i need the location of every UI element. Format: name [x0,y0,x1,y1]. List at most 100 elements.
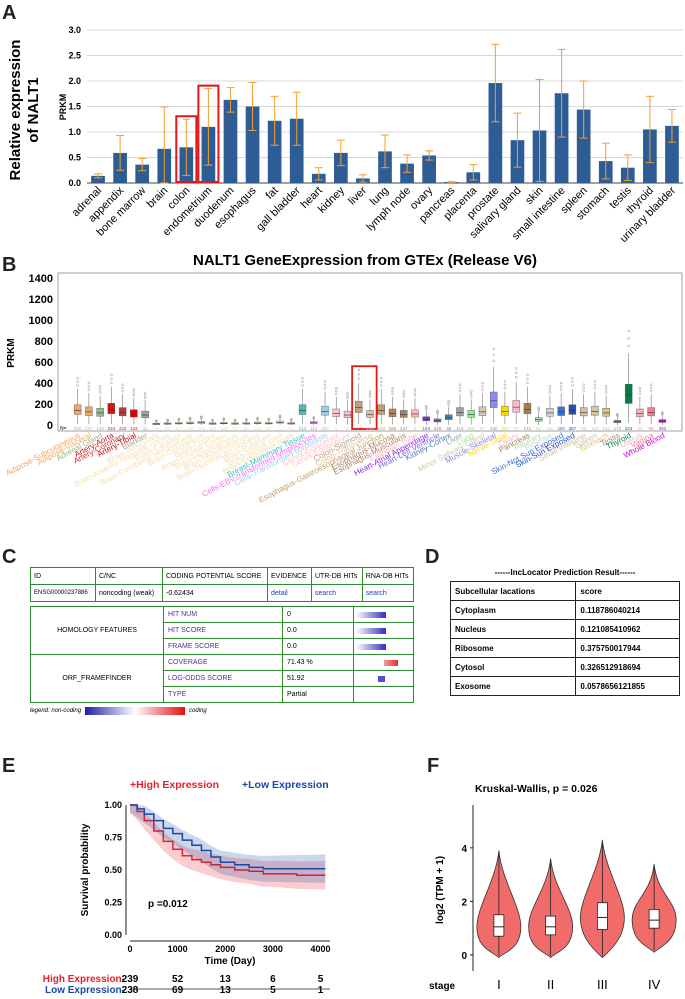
hdr-id: ID [30,567,96,585]
n-count: 300 [467,426,475,431]
box [546,408,554,417]
y-tick-label: 2 [461,897,467,908]
outlier-point [391,392,394,396]
lnc-score: 0.375750017944 [575,638,680,658]
lnc-loc: Cytosol [449,657,577,677]
x-axis-label: Time (Day) [205,956,256,967]
n-count: 114 [209,426,217,431]
panel-label-a: A [2,2,16,24]
outlier-point [424,404,428,408]
outlier-point [98,388,102,391]
y-tick-label: 0.75 [104,833,122,843]
n-count: 106 [546,426,554,431]
outlier-point [436,409,439,413]
lnc-col1: Subcellular lacations [449,581,577,601]
outlier-point [346,394,349,397]
outlier-point [379,376,383,380]
p-value: p =0.012 [148,899,188,910]
n-count: 393 [659,426,667,431]
feature-name: COVERAGE [163,654,283,671]
feature-bar-cell [353,622,414,639]
y-axis-label: PRKM [58,94,68,121]
outlier-point [627,337,630,340]
panel-label-b: B [2,254,16,276]
violin-plot: Kruskal-Wallis, p = 0.026 0 2 4 log2 (TPM + … [429,783,677,992]
bar [289,118,304,183]
outlier-point [661,412,664,415]
feature-bar-cell [353,670,414,687]
risk-value: 52 [172,974,184,985]
n-count: 430 [490,426,498,431]
survival-line [130,804,326,870]
outlier-point [514,376,518,379]
box [433,418,442,423]
outlier-point [211,418,214,422]
n-count: 284 [321,426,329,431]
outlier-point [110,373,113,377]
lnclocator-table: Subcellular lacations score Cytoplasm 0.1… [449,581,680,696]
outlier-point [604,391,608,394]
lnc-score: 0.121085410962 [575,619,680,639]
outlier-point [290,418,293,421]
confidence-band [130,805,326,884]
outlier-point [335,392,338,396]
lnc-loc: Exosome [449,676,577,696]
box [602,408,610,417]
n-count: 113 [254,426,262,431]
outlier-point [559,381,563,385]
outlier-point [638,386,642,390]
box [85,406,93,416]
outlier-point [638,389,642,393]
outlier-point [514,367,518,370]
n-count: 96 [649,426,655,431]
n-count: 5 [346,426,349,431]
y-tick-label: 1000 [29,315,53,327]
outlier-point [323,380,327,383]
box [658,419,667,423]
outlier-point [76,384,79,387]
outlier-point [593,387,597,390]
outlier-point [638,392,642,396]
risk-value: 5 [318,974,324,985]
x-tick-label: III [597,977,608,992]
y-tick-label: 1.5 [68,102,81,112]
highlight-box [175,115,198,183]
n-count: 6 [335,426,338,431]
lnc-loc: Ribosome [449,638,577,658]
panel-label-e: E [2,755,15,777]
outlier-point [492,353,495,357]
y-tick-label: 1200 [29,294,53,306]
row-cnc: noncoding (weak) [95,584,163,602]
outlier-point [346,391,349,395]
outlier-point [593,380,597,383]
risk-value: 1 [318,985,324,996]
outlier-point [323,383,327,387]
outlier-point [98,385,102,388]
orf-label: ORF_FRAMEFINDER [30,654,164,703]
lnclocator-title: ------lncLocator Prediction Result------ [494,568,636,577]
survival-line [130,804,326,876]
outlier-point [76,376,79,380]
n-count: 193 [602,426,610,431]
outlier-point [200,415,203,418]
x-tick-label: 2000 [215,944,235,954]
x-tick-label: I [497,977,501,992]
outlier-point [571,380,574,384]
rna-search-link[interactable]: search [361,584,415,602]
box [118,407,127,417]
outlier-point [335,386,338,390]
outlier-point [582,389,585,393]
y-tick-label: 2.0 [68,76,81,86]
box [107,403,116,414]
utr-search-link[interactable]: search [311,584,363,602]
n-count: 145 [96,426,104,431]
survival-curve: +High Expression +Low Expression 0.00 0.25 0… [43,779,331,996]
outlier-point [627,329,630,333]
row-cps: -0.62434 [162,584,268,602]
hdr-cps: CODING POTENTIAL SCORE [162,567,268,585]
detail-link[interactable]: detail [267,584,312,602]
outlier-point [357,377,361,380]
lnc-score: 0.326512918694 [575,657,680,677]
x-tick-label: IV [648,977,661,992]
